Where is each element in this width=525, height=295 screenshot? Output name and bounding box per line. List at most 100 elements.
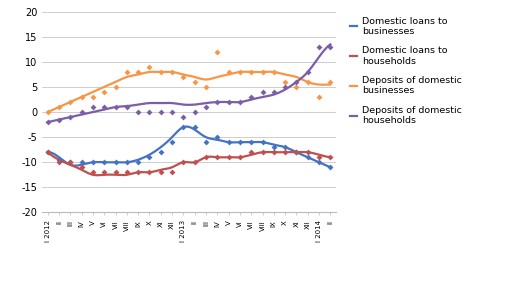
Point xyxy=(100,105,108,109)
Point xyxy=(111,85,120,89)
Line: Deposits of domestic
businesses: Deposits of domestic businesses xyxy=(48,72,330,112)
Point xyxy=(77,165,86,170)
Point xyxy=(44,150,52,155)
Point xyxy=(179,125,187,130)
Point xyxy=(236,155,244,160)
Point xyxy=(326,155,334,160)
Point xyxy=(89,95,97,99)
Point xyxy=(303,80,312,84)
Point xyxy=(270,150,278,155)
Point xyxy=(191,125,199,130)
Point xyxy=(202,140,210,145)
Point xyxy=(224,70,233,74)
Deposits of domestic
businesses xyxy=(327,83,333,86)
Point xyxy=(44,120,52,124)
Domestic loans to
businesses xyxy=(213,138,219,141)
Point xyxy=(236,70,244,74)
Point xyxy=(179,160,187,165)
Domestic loans to
businesses xyxy=(45,150,51,154)
Domestic loans to
households xyxy=(327,155,333,159)
Line: Domestic loans to
households: Domestic loans to households xyxy=(48,152,330,175)
Point xyxy=(213,135,222,140)
Domestic loans to
businesses xyxy=(302,154,308,158)
Point xyxy=(292,150,301,155)
Point xyxy=(145,65,154,69)
Point xyxy=(89,170,97,175)
Point xyxy=(77,110,86,114)
Point xyxy=(66,100,75,104)
Point xyxy=(156,170,165,175)
Point xyxy=(247,150,255,155)
Domestic loans to
businesses xyxy=(284,146,290,150)
Domestic loans to
households xyxy=(285,150,291,154)
Point xyxy=(326,165,334,170)
Domestic loans to
households xyxy=(302,150,309,154)
Domestic loans to
businesses xyxy=(183,125,190,128)
Point xyxy=(179,75,187,79)
Point xyxy=(89,160,97,165)
Domestic loans to
households xyxy=(46,151,52,155)
Domestic loans to
businesses xyxy=(214,138,220,141)
Point xyxy=(281,150,289,155)
Point xyxy=(156,150,165,155)
Deposits of domestic
businesses xyxy=(46,110,52,114)
Point xyxy=(292,80,301,84)
Point xyxy=(123,105,131,109)
Deposits of domestic
households xyxy=(45,120,51,124)
Deposits of domestic
businesses xyxy=(267,70,273,73)
Point xyxy=(315,95,323,99)
Deposits of domestic
businesses xyxy=(284,73,290,77)
Point xyxy=(66,160,75,165)
Deposits of domestic
businesses xyxy=(302,79,308,83)
Point xyxy=(100,160,108,165)
Point xyxy=(168,110,176,114)
Point xyxy=(281,85,289,89)
Point xyxy=(281,145,289,150)
Point xyxy=(247,140,255,145)
Point xyxy=(111,160,120,165)
Point xyxy=(247,70,255,74)
Deposits of domestic
households xyxy=(46,120,52,124)
Deposits of domestic
households xyxy=(301,74,307,78)
Point xyxy=(191,110,199,114)
Domestic loans to
households xyxy=(218,155,225,159)
Point xyxy=(303,155,312,160)
Point xyxy=(236,140,244,145)
Point xyxy=(168,140,176,145)
Point xyxy=(270,70,278,74)
Point xyxy=(191,160,199,165)
Line: Domestic loans to
businesses: Domestic loans to businesses xyxy=(48,127,330,167)
Domestic loans to
households xyxy=(213,155,219,159)
Point xyxy=(292,85,301,89)
Deposits of domestic
businesses xyxy=(217,74,224,78)
Point xyxy=(326,45,334,49)
Domestic loans to
businesses xyxy=(327,165,333,169)
Point xyxy=(44,150,52,155)
Point xyxy=(100,170,108,175)
Point xyxy=(145,155,154,160)
Point xyxy=(77,160,86,165)
Point xyxy=(156,70,165,74)
Point xyxy=(315,160,323,165)
Domestic loans to
households xyxy=(93,173,100,177)
Point xyxy=(111,105,120,109)
Deposits of domestic
businesses xyxy=(45,110,51,114)
Deposits of domestic
businesses xyxy=(212,76,218,79)
Point xyxy=(202,85,210,89)
Point xyxy=(55,105,63,109)
Point xyxy=(224,100,233,104)
Line: Deposits of domestic
households: Deposits of domestic households xyxy=(48,44,330,122)
Point xyxy=(247,95,255,99)
Point xyxy=(145,110,154,114)
Point xyxy=(55,160,63,165)
Point xyxy=(134,110,142,114)
Point xyxy=(202,105,210,109)
Point xyxy=(123,170,131,175)
Point xyxy=(270,145,278,150)
Point xyxy=(134,70,142,74)
Point xyxy=(77,95,86,99)
Point xyxy=(156,110,165,114)
Domestic loans to
businesses xyxy=(218,139,225,142)
Deposits of domestic
households xyxy=(283,87,289,91)
Point xyxy=(224,155,233,160)
